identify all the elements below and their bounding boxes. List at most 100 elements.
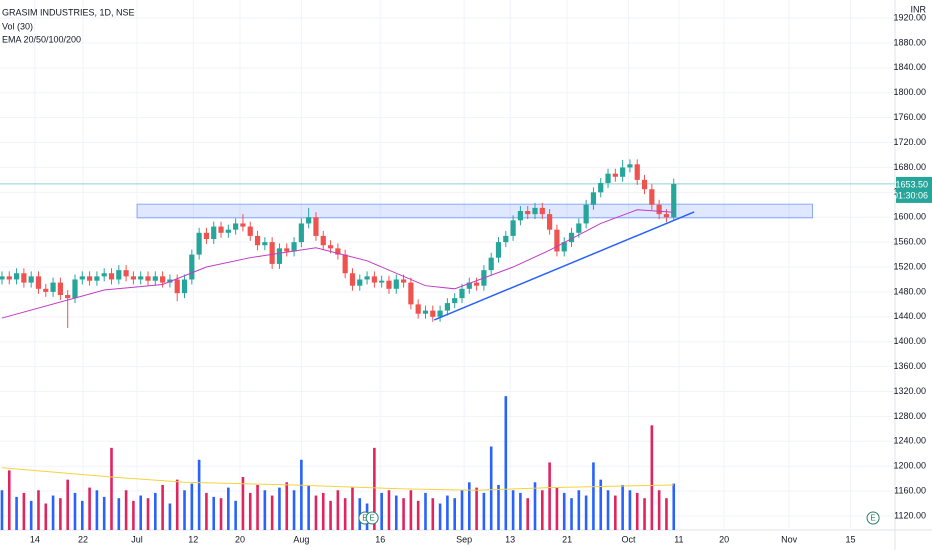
y-tick-label: 1200.00 [893, 461, 926, 471]
candle-body [430, 310, 436, 317]
candle-body [641, 179, 648, 190]
volume-bar [73, 492, 77, 530]
candle-body [583, 204, 589, 224]
volume-bar [482, 492, 486, 530]
y-tick-label: 1120.00 [894, 510, 926, 520]
candle-body [291, 242, 297, 252]
y-tick-label: 1360.00 [893, 361, 926, 371]
candle-body [379, 280, 385, 283]
candle-body [473, 282, 480, 286]
indicator-label: Vol (30) [2, 21, 33, 31]
volume-bar [606, 490, 610, 530]
volume-bar [124, 490, 128, 530]
candle-body [189, 254, 195, 280]
candle-body [320, 235, 326, 246]
x-tick-label: Jul [131, 534, 143, 544]
volume-bar [511, 490, 515, 530]
candle-body [437, 310, 443, 317]
candle-body [364, 276, 370, 280]
volume-bar [146, 498, 150, 530]
candle-body [108, 273, 115, 280]
candle-body [627, 164, 633, 168]
x-tick-label: Nov [781, 534, 798, 544]
candle-body [327, 245, 334, 249]
volume-bar [424, 492, 427, 530]
volume-bar [205, 492, 208, 530]
volume-bar [657, 490, 661, 530]
candle-body [79, 276, 85, 280]
volume-ma-line [1, 467, 674, 491]
volume-bar [292, 490, 296, 530]
candle-body [357, 279, 363, 286]
volume-bar [102, 496, 106, 530]
volume-bar [643, 498, 646, 530]
y-tick-label: 1800.00 [893, 87, 926, 97]
volume-bar [270, 495, 274, 530]
x-tick-label: 15 [845, 534, 855, 544]
candle-body [130, 276, 137, 280]
volume-bar [497, 484, 500, 530]
volume-bar [402, 498, 405, 530]
x-tick-label: 13 [505, 534, 515, 544]
y-tick-label: 1160.00 [894, 485, 926, 495]
volume-bar [416, 500, 420, 530]
candle-body [174, 279, 180, 294]
volume-bar [380, 492, 383, 530]
y-tick-label: 1320.00 [893, 386, 926, 396]
candle-body [386, 280, 392, 289]
candle-body [634, 164, 640, 180]
volume-bar [438, 503, 442, 530]
candle-body [152, 276, 158, 281]
volume-bar [29, 500, 33, 530]
candle-body [335, 248, 341, 255]
y-tick-label: 1680.00 [893, 162, 926, 172]
volume-bar [219, 498, 223, 530]
volume-bar [168, 503, 172, 530]
plot [0, 159, 895, 530]
event-label: E [870, 514, 875, 523]
volume-bar [584, 495, 588, 530]
candle-body [203, 232, 210, 240]
volume-bar [66, 479, 69, 530]
candle-body [218, 226, 224, 233]
candle-body [86, 276, 93, 281]
y-tick-label: 1440.00 [893, 311, 926, 321]
candle-body [503, 235, 509, 243]
volume-bar [562, 492, 566, 530]
volume-bar [394, 495, 398, 530]
y-tick-label: 1280.00 [893, 411, 926, 421]
event-label: E [362, 514, 367, 523]
volume-bar [555, 487, 559, 530]
candle-body [57, 282, 63, 296]
candle-body [28, 276, 34, 283]
volume-bar [300, 459, 303, 530]
volume-bar [59, 498, 62, 530]
x-tick-label: 20 [719, 534, 729, 544]
volume-bar [154, 492, 157, 530]
candle-body [298, 223, 304, 243]
y-tick-label: 1240.00 [893, 436, 926, 446]
volume-bar [504, 396, 508, 530]
volume-bar [329, 500, 332, 530]
candle-body [284, 248, 290, 252]
volume-bar [635, 492, 639, 530]
candle-body [181, 279, 188, 294]
candle-body [313, 217, 319, 236]
volume-bar [650, 425, 654, 530]
volume-bar [80, 500, 84, 530]
event-marker [866, 511, 880, 525]
volume-bar [197, 459, 201, 530]
candle-body [116, 270, 122, 280]
candle-body [495, 242, 502, 258]
candle-body [605, 173, 611, 183]
volume-bar [526, 498, 530, 530]
volume-bar [307, 484, 310, 530]
candle-body [269, 242, 275, 264]
volume-bar [446, 495, 449, 530]
volume-bar [175, 479, 179, 530]
y-tick-label: 1720.00 [893, 137, 926, 147]
volume-bar [351, 487, 354, 530]
candle-body [488, 257, 494, 271]
candle-body [196, 232, 202, 255]
